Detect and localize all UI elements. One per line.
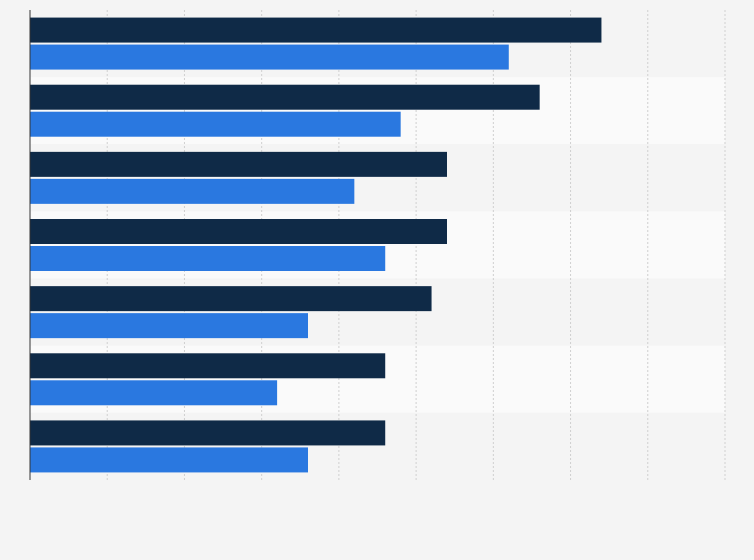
row-bands (30, 10, 725, 480)
bar-series-2-row-4 (30, 246, 386, 271)
bar-series-1-row-6 (30, 353, 386, 379)
bar-series-2-row-2 (30, 111, 401, 137)
bar-series-1-row-2 (30, 84, 540, 110)
bar-series-1-row-5 (30, 286, 432, 312)
bar-series-2-row-3 (30, 178, 355, 204)
bar-series-1-row-4 (30, 219, 447, 244)
bar-series-1-row-7 (30, 420, 386, 446)
bar-series-2-row-1 (30, 44, 509, 70)
bar-series-2-row-7 (30, 447, 308, 473)
bar-series-2-row-5 (30, 313, 308, 339)
bars (30, 17, 602, 473)
bar-series-2-row-6 (30, 380, 278, 406)
bar-series-1-row-3 (30, 151, 447, 177)
bar-series-1-row-1 (30, 17, 602, 43)
